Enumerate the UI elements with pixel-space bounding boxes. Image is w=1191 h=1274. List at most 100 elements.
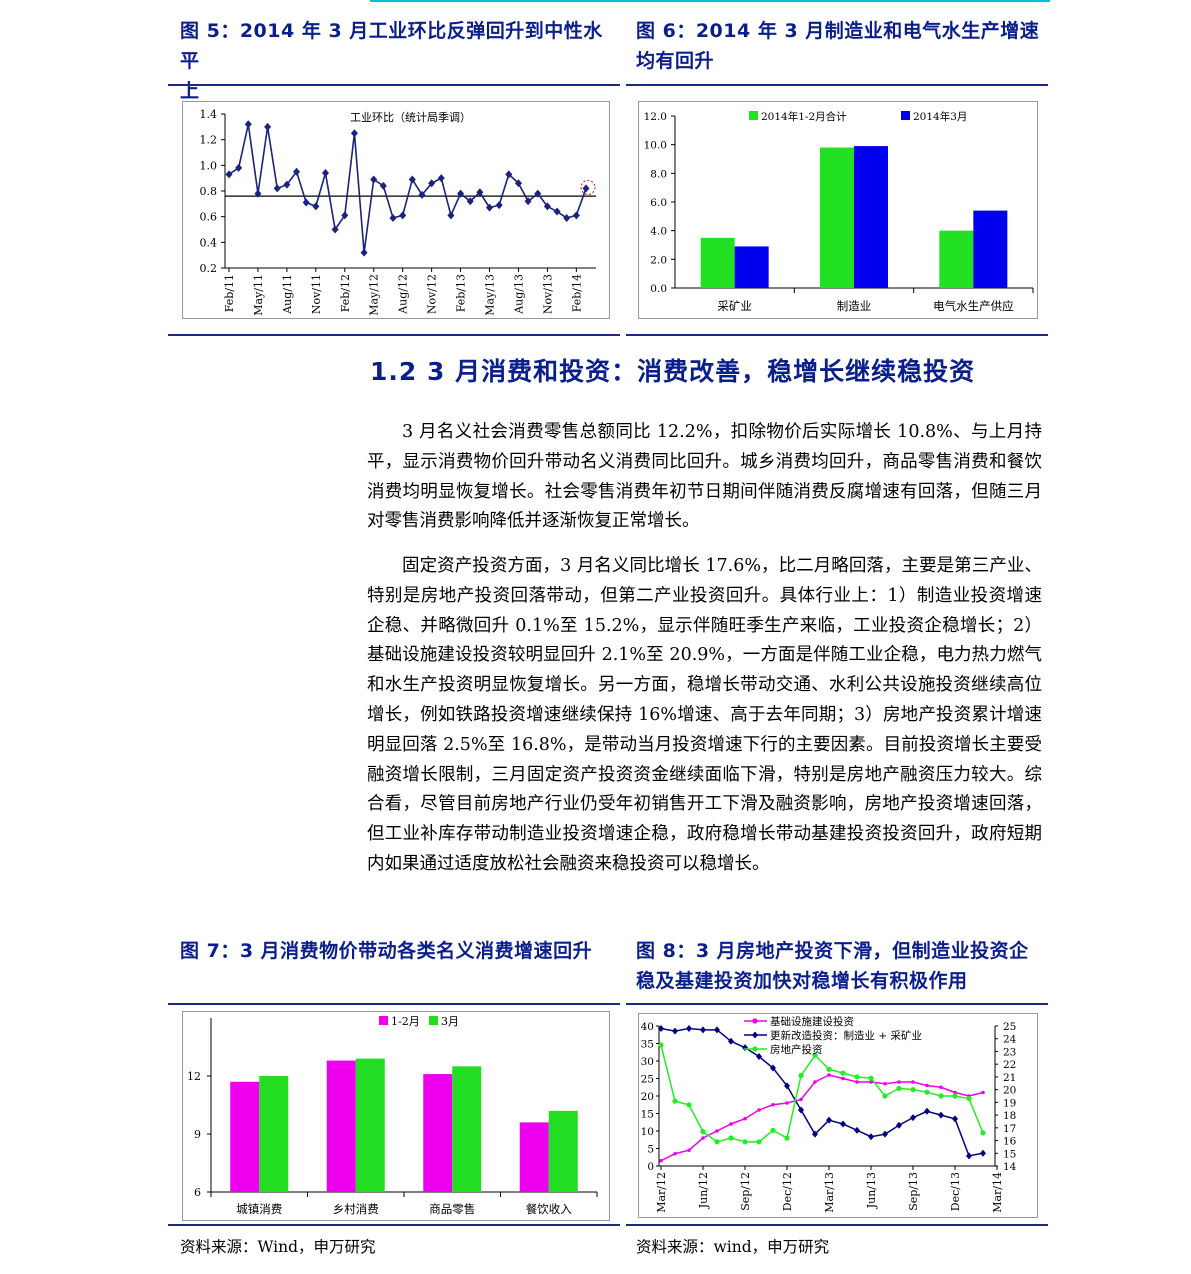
fig6-bar (939, 230, 974, 288)
fig8-data-point (826, 1116, 832, 1124)
fig5-data-point (293, 167, 301, 176)
fig5-data-point (447, 211, 455, 220)
fig5-data-point (582, 184, 590, 193)
fig5-bottom-rule (168, 334, 620, 336)
fig7-bar (230, 1081, 260, 1192)
fig8-data-point (840, 1120, 846, 1128)
fig5-data-point (244, 120, 252, 129)
fig7-bar (423, 1074, 453, 1192)
fig8-series-line (660, 1074, 984, 1162)
fig5-chart-title: 工业环比（统计局季调） (350, 111, 471, 124)
fig8-data-point (980, 1130, 986, 1136)
fig5-data-point (283, 180, 291, 189)
fig5-data-point (379, 181, 387, 190)
fig5-data-point (505, 170, 513, 179)
fig8-data-point (686, 1025, 692, 1033)
fig8-x-tick-label: Mar/12 (655, 1172, 668, 1213)
fig6-y-tick-label: 10.0 (644, 140, 667, 152)
fig7-bar (326, 1060, 356, 1192)
fig5-data-point (476, 188, 484, 197)
fig8-legend-marker (752, 1046, 758, 1052)
fig7-bar (519, 1122, 549, 1192)
fig8-legend-marker (752, 1031, 758, 1039)
fig8-data-point (700, 1129, 706, 1135)
fig8-data-point (868, 1133, 874, 1141)
fig8-right-tick-label: 20 (1003, 1085, 1016, 1097)
fig8-chart-svg: 0510152025303540141516171819202122232425… (641, 1015, 1017, 1213)
fig8-left-tick-label: 25 (641, 1074, 654, 1086)
fig6-category-label: 制造业 (837, 299, 872, 313)
fig8-data-point (798, 1106, 804, 1114)
fig5-data-point (534, 189, 542, 198)
paragraph-consumption: 3 月名义社会消费零售总额同比 12.2%，扣除物价后实际增长 10.8%、与上… (367, 422, 1042, 532)
fig8-data-point (827, 1073, 831, 1077)
fig5-data-point (370, 175, 378, 184)
fig8-chart: 0 5 10 15 20 25 30 35 40 14 15 16 17 18 19 20 21 22 23 24 25… (638, 1013, 1038, 1218)
fig5-data-point (321, 169, 329, 178)
fig8-data-point (756, 1053, 762, 1061)
fig5-data-point (524, 197, 532, 206)
fig8-data-point (673, 1151, 677, 1156)
fig8-data-point (980, 1149, 986, 1157)
fig8-data-point (742, 1044, 748, 1052)
fig8-left-tick-label: 15 (641, 1109, 654, 1121)
fig8-left-tick-label: 5 (647, 1144, 654, 1156)
fig8-source: 资料来源：wind，申万研究 (636, 1238, 830, 1256)
fig5-data-point (360, 248, 368, 257)
fig8-data-point (686, 1102, 692, 1108)
fig5-title: 图 5：2014 年 3 月工业环比反弹回升到中性水平 上 (180, 16, 620, 106)
fig8-title: 图 8：3 月房地产投资下滑，但制造业投资企 稳及基建投资加快对稳增长有积极作用 (636, 936, 1056, 996)
fig8-right-tick-label: 22 (1003, 1059, 1016, 1071)
fig7-legend-label: 3月 (441, 1015, 459, 1028)
fig5-data-point (543, 202, 551, 211)
fig8-data-point (897, 1080, 901, 1084)
fig6-y-tick-label: 2.0 (650, 254, 667, 266)
fig8-data-point (770, 1127, 776, 1133)
fig5-title-line1: 图 5：2014 年 3 月工业环比反弹回升到中性水平 (180, 20, 603, 72)
fig8-x-tick-label: Jun/13 (865, 1172, 878, 1209)
fig5-x-tick-label: Feb/14 (570, 274, 583, 312)
fig5-y-tick-label: 0.2 (200, 262, 218, 275)
fig8-data-point (756, 1139, 762, 1145)
fig8-x-tick-label: Mar/14 (991, 1172, 1004, 1213)
fig5-data-point (457, 189, 465, 198)
fig8-x-tick-label: Dec/12 (781, 1172, 794, 1211)
fig8-data-point (855, 1080, 859, 1084)
fig8-left-tick-label: 35 (641, 1039, 654, 1051)
fig8-data-point (672, 1098, 678, 1104)
fig8-title-line1: 图 8：3 月房地产投资下滑，但制造业投资企 (636, 940, 1029, 962)
fig8-data-point (953, 1090, 957, 1095)
fig5-x-tick-label: Feb/12 (339, 274, 352, 312)
fig8-x-tick-label: Mar/13 (823, 1172, 836, 1213)
fig8-data-point (882, 1130, 888, 1138)
fig8-right-tick-label: 16 (1003, 1136, 1017, 1148)
fig5-data-point (264, 122, 272, 131)
fig5-data-point (553, 207, 561, 216)
fig5-data-point (273, 184, 281, 193)
fig8-title-line2: 稳及基建投资加快对稳增长有积极作用 (636, 970, 968, 992)
fig5-top-rule (168, 84, 620, 86)
fig8-data-point (981, 1090, 985, 1095)
fig7-bar (452, 1066, 482, 1192)
fig5-data-point (235, 163, 243, 172)
fig8-data-point (715, 1129, 719, 1133)
fig8-data-point (841, 1076, 845, 1081)
fig6-bar (734, 246, 769, 288)
fig5-y-tick-label: 1.0 (200, 159, 218, 172)
fig8-legend-label: 更新改造投资：制造业 + 采矿业 (770, 1029, 922, 1042)
fig5-data-point (399, 211, 407, 220)
fig8-right-tick-label: 19 (1003, 1097, 1016, 1109)
fig8-x-tick-label: Dec/13 (949, 1172, 962, 1211)
fig7-y-tick-label: 6 (194, 1186, 201, 1199)
fig5-y-tick-label: 0.8 (200, 185, 218, 198)
fig7-category-label: 城镇消费 (236, 1202, 282, 1216)
fig6-legend-label: 2014年1-2月合计 (761, 110, 847, 123)
fig6-y-tick-label: 4.0 (650, 226, 667, 238)
fig5-x-tick-label: Nov/11 (310, 274, 323, 314)
fig6-legend-label: 2014年3月 (913, 110, 967, 123)
section-heading: 1.2 3 月消费和投资：消费改善，稳增长继续稳投资 (370, 357, 976, 386)
fig7-y-tick-label: 9 (194, 1128, 201, 1141)
fig6-y-tick-label: 6.0 (650, 197, 667, 209)
fig5-y-tick-label: 0.6 (200, 211, 218, 224)
fig6-legend-swatch (749, 111, 758, 120)
